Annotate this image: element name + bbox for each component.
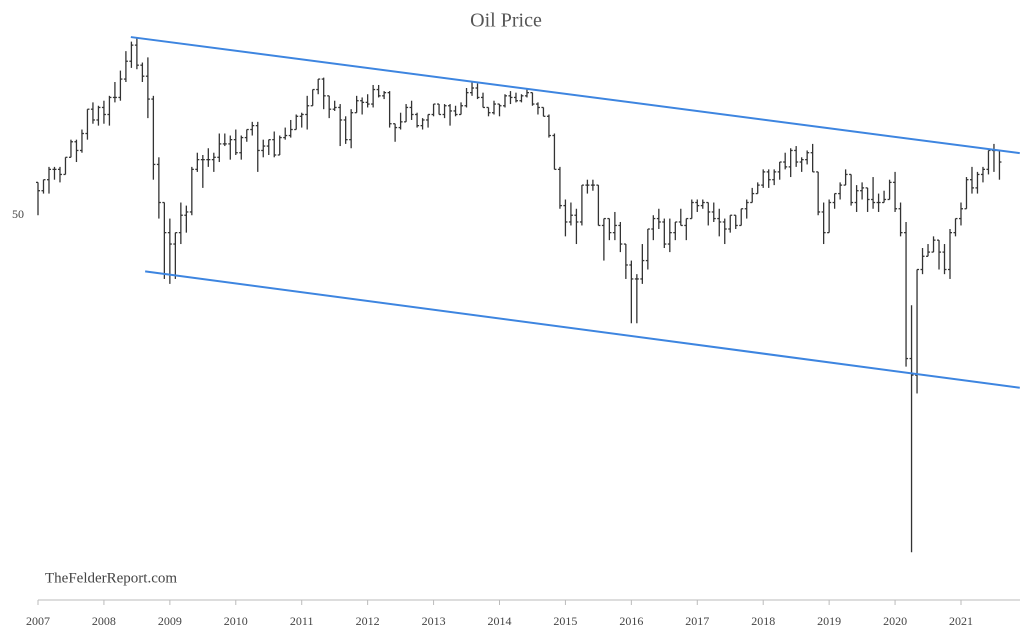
x-tick-label: 2009: [158, 614, 182, 628]
x-tick-label: 2010: [224, 614, 248, 628]
x-tick-label: 2015: [553, 614, 577, 628]
x-tick-label: 2017: [685, 614, 709, 628]
x-tick-label: 2014: [487, 614, 511, 628]
x-tick-label: 2012: [356, 614, 380, 628]
trend-line: [145, 270, 1020, 389]
chart-title: Oil Price: [470, 10, 542, 32]
x-tick-label: 2018: [751, 614, 775, 628]
x-tick-label: 2007: [26, 614, 50, 628]
x-tick-label: 2011: [290, 614, 314, 628]
watermark: TheFelderReport.com: [45, 570, 177, 586]
x-tick-label: 2013: [422, 614, 446, 628]
x-tick-label: 2019: [817, 614, 841, 628]
y-tick-label: 50: [12, 207, 24, 221]
x-tick-label: 2008: [92, 614, 116, 628]
x-tick-label: 2020: [883, 614, 907, 628]
x-tick-label: 2016: [619, 614, 643, 628]
x-tick-label: 2021: [949, 614, 973, 628]
trend-line: [130, 36, 1020, 155]
